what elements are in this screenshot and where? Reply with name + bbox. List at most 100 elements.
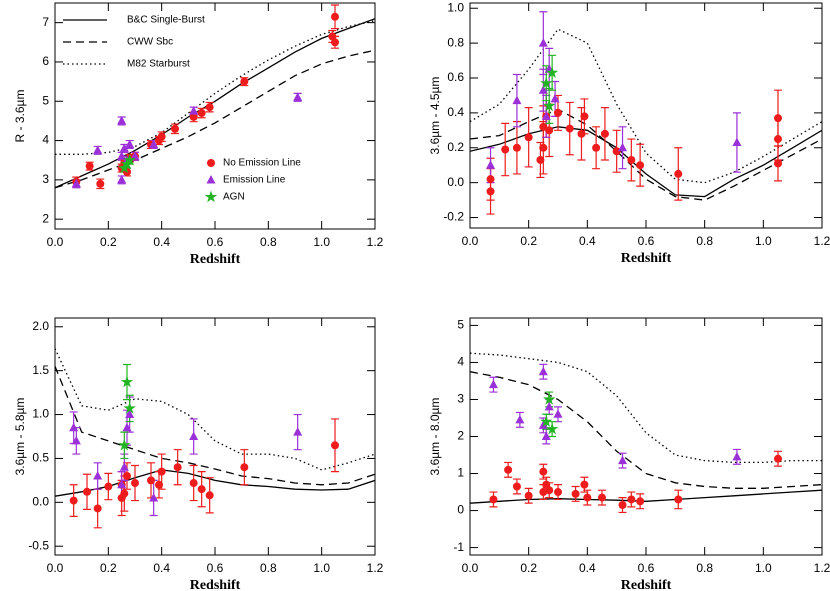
data-point bbox=[674, 169, 683, 178]
axes-frame bbox=[469, 317, 823, 556]
data-point bbox=[117, 115, 127, 125]
plot-area bbox=[470, 11, 822, 215]
data-point bbox=[538, 38, 548, 47]
data-point bbox=[240, 463, 249, 472]
data-point bbox=[71, 178, 81, 188]
data-point bbox=[118, 438, 131, 451]
data-point bbox=[147, 476, 155, 485]
data-point bbox=[119, 462, 129, 471]
x-tick-label: 1.2 bbox=[814, 561, 830, 575]
model-curve bbox=[470, 352, 822, 464]
data-point bbox=[488, 379, 498, 389]
data-point bbox=[104, 482, 113, 491]
x-axis-label: Redshift bbox=[621, 251, 672, 266]
data-point bbox=[197, 109, 206, 118]
data-point bbox=[486, 187, 495, 196]
data-point bbox=[571, 489, 580, 498]
x-tick-label: 1.0 bbox=[313, 235, 330, 249]
data-point bbox=[125, 409, 135, 419]
x-tick-label: 1.0 bbox=[755, 234, 772, 248]
x-tick-label: 0.2 bbox=[100, 561, 117, 575]
plot-area bbox=[55, 348, 375, 529]
y-tick-label: 6 bbox=[42, 54, 49, 68]
data-point bbox=[539, 143, 548, 152]
model-curve bbox=[55, 348, 375, 471]
data-point bbox=[580, 480, 589, 489]
data-point bbox=[504, 465, 513, 474]
y-axis-label: R - 3.6µm bbox=[13, 90, 27, 143]
data-point bbox=[583, 493, 592, 502]
x-tick-label: 0.6 bbox=[207, 235, 224, 249]
y-tick-label: 0.2 bbox=[447, 140, 464, 154]
x-axis-label: Redshift bbox=[621, 578, 672, 591]
y-axis-label: 3.6µm - 4.5µm bbox=[428, 77, 442, 155]
data-point bbox=[149, 492, 159, 502]
data-point bbox=[732, 137, 742, 147]
y-tick-label: 2 bbox=[457, 429, 464, 443]
data-point bbox=[69, 422, 79, 432]
data-point bbox=[554, 488, 562, 497]
data-point bbox=[538, 366, 548, 376]
data-point bbox=[577, 129, 586, 138]
x-tick-label: 0.8 bbox=[260, 235, 277, 249]
data-point bbox=[540, 415, 553, 427]
data-point bbox=[123, 472, 131, 480]
y-tick-label: 1.0 bbox=[447, 0, 464, 14]
legend-swatch bbox=[204, 190, 218, 203]
x-tick-label: 0.2 bbox=[100, 235, 117, 249]
data-point bbox=[83, 487, 91, 496]
y-tick-label: 0.5 bbox=[32, 451, 49, 465]
y-tick-label: 2 bbox=[42, 211, 49, 225]
data-point bbox=[538, 85, 548, 94]
y-tick-label: -0.2 bbox=[443, 210, 464, 224]
y-tick-label: 2.0 bbox=[32, 319, 49, 333]
data-point bbox=[543, 99, 556, 112]
data-point bbox=[149, 139, 159, 148]
x-tick-label: 1.0 bbox=[755, 561, 772, 575]
x-tick-label: 1.2 bbox=[367, 235, 384, 249]
data-point bbox=[674, 495, 683, 504]
x-tick-label: 0.4 bbox=[579, 561, 596, 575]
data-point bbox=[117, 174, 127, 184]
data-point bbox=[189, 112, 198, 121]
x-tick-label: 0.0 bbox=[462, 234, 479, 248]
data-point bbox=[627, 155, 636, 164]
y-tick-label: 5 bbox=[457, 318, 464, 332]
axes-frame bbox=[54, 2, 376, 230]
data-point bbox=[774, 159, 782, 168]
data-point bbox=[71, 435, 81, 445]
model-curve bbox=[470, 126, 822, 198]
data-point bbox=[636, 161, 645, 170]
legend-swatch bbox=[207, 159, 215, 167]
model-curve bbox=[55, 469, 375, 497]
data-point bbox=[512, 143, 521, 152]
data-point bbox=[546, 66, 559, 78]
data-point bbox=[774, 135, 782, 144]
axes-frame bbox=[469, 2, 823, 229]
data-point bbox=[541, 431, 551, 440]
data-point bbox=[524, 491, 533, 500]
data-point bbox=[612, 147, 621, 156]
data-point bbox=[205, 103, 214, 112]
data-point bbox=[120, 375, 134, 388]
model-curve bbox=[470, 28, 822, 184]
model-curve bbox=[55, 366, 375, 486]
data-point bbox=[539, 467, 548, 476]
data-point bbox=[131, 479, 139, 488]
x-tick-label: 0.4 bbox=[579, 234, 596, 248]
x-tick-label: 0.8 bbox=[260, 561, 277, 575]
model-curve bbox=[55, 20, 375, 155]
data-point bbox=[545, 126, 554, 135]
x-tick-label: 0.8 bbox=[696, 234, 713, 248]
data-point bbox=[189, 431, 199, 440]
data-point bbox=[125, 139, 135, 148]
data-point bbox=[545, 486, 554, 495]
x-tick-label: 0.0 bbox=[462, 561, 479, 575]
data-point bbox=[293, 427, 303, 436]
data-point bbox=[598, 493, 606, 502]
y-tick-label: 0.0 bbox=[32, 495, 49, 509]
data-point bbox=[197, 485, 206, 494]
x-tick-label: 0.2 bbox=[520, 561, 537, 575]
data-point bbox=[774, 114, 782, 123]
model-curve bbox=[55, 49, 375, 189]
